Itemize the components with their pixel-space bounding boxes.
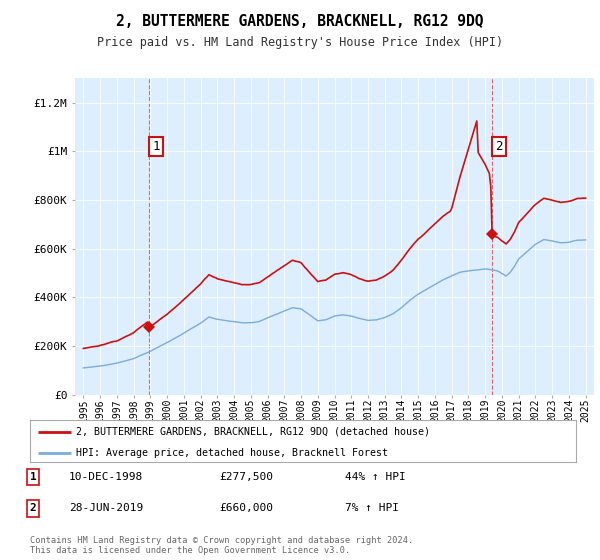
- Text: Price paid vs. HM Land Registry's House Price Index (HPI): Price paid vs. HM Land Registry's House …: [97, 36, 503, 49]
- Text: Contains HM Land Registry data © Crown copyright and database right 2024.
This d: Contains HM Land Registry data © Crown c…: [30, 536, 413, 556]
- Text: £277,500: £277,500: [219, 472, 273, 482]
- Text: 10-DEC-1998: 10-DEC-1998: [69, 472, 143, 482]
- Text: £660,000: £660,000: [219, 503, 273, 514]
- Text: 1: 1: [152, 140, 160, 153]
- Text: 28-JUN-2019: 28-JUN-2019: [69, 503, 143, 514]
- Text: 7% ↑ HPI: 7% ↑ HPI: [345, 503, 399, 514]
- Text: HPI: Average price, detached house, Bracknell Forest: HPI: Average price, detached house, Brac…: [76, 448, 388, 458]
- Text: 44% ↑ HPI: 44% ↑ HPI: [345, 472, 406, 482]
- Text: 2: 2: [496, 140, 503, 153]
- Text: 1: 1: [29, 472, 37, 482]
- Text: 2, BUTTERMERE GARDENS, BRACKNELL, RG12 9DQ: 2, BUTTERMERE GARDENS, BRACKNELL, RG12 9…: [116, 14, 484, 29]
- Text: 2, BUTTERMERE GARDENS, BRACKNELL, RG12 9DQ (detached house): 2, BUTTERMERE GARDENS, BRACKNELL, RG12 9…: [76, 427, 430, 437]
- Text: 2: 2: [29, 503, 37, 514]
